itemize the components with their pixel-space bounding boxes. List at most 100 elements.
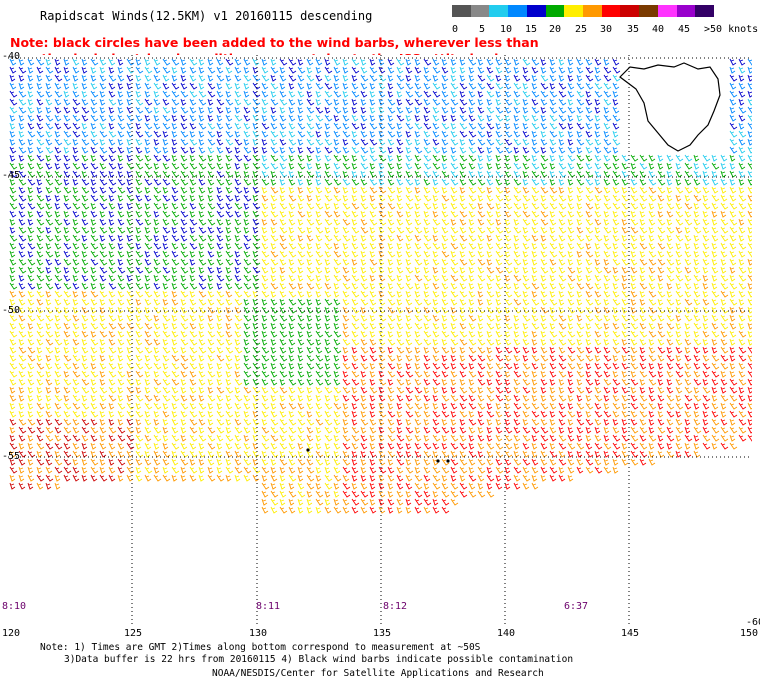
wind-barb <box>99 114 107 122</box>
wind-barb <box>144 274 151 282</box>
wind-barb <box>531 290 538 298</box>
wind-barb <box>342 218 351 226</box>
wind-barb <box>369 322 377 330</box>
wind-barb <box>162 82 170 90</box>
wind-barb <box>684 290 692 298</box>
wind-barb <box>261 338 268 346</box>
wind-barb <box>738 170 746 178</box>
wind-barb <box>522 322 529 330</box>
wind-barb <box>18 290 26 298</box>
wind-barb <box>576 282 585 290</box>
wind-barb <box>450 202 458 210</box>
wind-barb <box>351 146 360 154</box>
wind-barb <box>738 274 747 282</box>
wind-barb <box>162 130 169 138</box>
wind-barb <box>711 354 720 362</box>
wind-barb <box>702 266 709 274</box>
wind-barb <box>639 194 648 202</box>
wind-barb <box>315 210 322 218</box>
wind-barb <box>45 210 53 218</box>
wind-barb <box>639 210 646 218</box>
wind-barb <box>81 322 88 330</box>
wind-barb <box>189 90 198 98</box>
wind-barb <box>495 178 503 186</box>
wind-barb <box>351 322 360 330</box>
wind-barb <box>747 74 752 82</box>
wind-barb <box>243 314 252 322</box>
wind-barb <box>369 138 378 146</box>
wind-barb <box>180 322 189 330</box>
wind-barb <box>162 210 171 218</box>
wind-barb <box>234 114 243 122</box>
wind-barb <box>594 138 602 146</box>
wind-barb <box>144 362 153 370</box>
wind-barb <box>603 330 610 338</box>
wind-barb <box>477 178 486 186</box>
wind-barb <box>216 314 223 322</box>
wind-barb <box>45 82 52 90</box>
wind-barb <box>324 322 331 330</box>
wind-barb <box>306 82 313 90</box>
wind-barb <box>162 186 169 194</box>
wind-barb <box>729 282 738 290</box>
wind-barb <box>531 202 540 210</box>
wind-barb <box>387 58 395 66</box>
wind-barb <box>549 90 558 98</box>
wind-barb <box>405 98 414 106</box>
wind-barb <box>657 346 666 354</box>
wind-barb <box>234 218 242 226</box>
wind-barb <box>585 170 594 178</box>
wind-barb <box>27 314 36 322</box>
wind-barb <box>540 250 548 258</box>
wind-barb <box>117 114 125 122</box>
wind-barb <box>90 218 97 226</box>
wind-barb <box>189 194 196 202</box>
wind-barb <box>648 274 656 282</box>
wind-barb <box>648 346 656 354</box>
wind-barb <box>513 250 521 258</box>
wind-barb <box>531 322 540 330</box>
wind-barb <box>576 234 585 242</box>
wind-barb <box>36 290 45 298</box>
wind-barb <box>351 274 360 282</box>
wind-barb <box>378 218 387 226</box>
wind-barb <box>9 106 18 114</box>
wind-barb <box>657 314 665 322</box>
wind-barb <box>720 282 729 290</box>
wind-barb <box>522 274 530 282</box>
wind-barb <box>216 74 225 82</box>
wind-barb <box>18 58 25 66</box>
wind-barb <box>396 306 404 314</box>
wind-barb <box>585 226 594 234</box>
wind-barb <box>279 250 288 258</box>
wind-barb <box>567 346 576 354</box>
wind-barb <box>720 314 729 322</box>
wind-barb <box>477 234 485 242</box>
wind-barb <box>288 122 296 130</box>
wind-barb <box>99 330 108 338</box>
wind-barb <box>360 186 368 194</box>
wind-barb <box>405 130 412 138</box>
wind-barb <box>504 250 511 258</box>
wind-barb <box>117 186 126 194</box>
wind-barb <box>324 122 331 130</box>
wind-barb <box>225 90 232 98</box>
wind-barb <box>495 162 502 170</box>
wind-barb <box>675 354 682 362</box>
wind-barb <box>351 138 360 146</box>
wind-barb <box>468 218 475 226</box>
wind-barb <box>738 258 745 266</box>
wind-barb <box>495 314 502 322</box>
wind-barb <box>630 274 637 282</box>
wind-barb <box>441 114 448 122</box>
wind-barb <box>423 58 432 66</box>
wind-barb <box>54 178 63 186</box>
wind-barb <box>63 346 70 354</box>
wind-barb <box>729 146 738 154</box>
wind-barb <box>693 242 700 250</box>
wind-barb <box>666 330 674 338</box>
wind-barb <box>72 162 81 170</box>
wind-barb <box>306 330 313 338</box>
wind-barb <box>477 258 486 266</box>
wind-barb <box>36 266 45 274</box>
